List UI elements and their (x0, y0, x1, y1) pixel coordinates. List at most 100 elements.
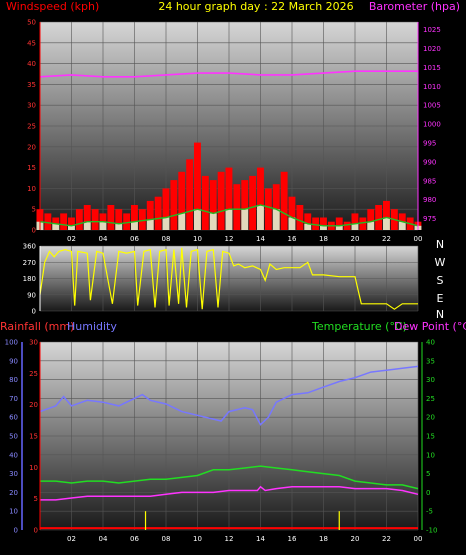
wind-average-bar (146, 200, 154, 230)
temperature-axis-title: Temperature (°C) (311, 320, 407, 333)
barometer-axis-title: Barometer (hpa) (369, 0, 460, 13)
windspeed-tick-label: 5 (32, 206, 36, 214)
humidity-tick-label: 10 (9, 508, 18, 516)
barometer-tick-label: 990 (423, 158, 436, 166)
wind-average-bar (233, 184, 241, 230)
wind-average-bar (107, 205, 115, 230)
wind-low-bar (146, 219, 154, 230)
temperature-line (40, 465, 419, 490)
wind-average-bar (154, 196, 162, 230)
wind-average-bar (60, 213, 68, 230)
temperature-tick-label: 40 (426, 339, 435, 347)
wind-average-bar (178, 171, 186, 230)
x-tick-label: 18 (319, 235, 328, 243)
wind-low-bar (383, 217, 390, 230)
wind-low-bar (241, 209, 249, 230)
windspeed-axis-title: Windspeed (kph) (6, 0, 99, 13)
wind-average-bar (304, 213, 312, 230)
x-tick-label: 14 (256, 235, 265, 243)
wind-low-bar (83, 221, 91, 230)
temperature-tick-label: 5 (426, 470, 430, 478)
wind-average-bar (91, 209, 99, 230)
dew-point-line (40, 485, 419, 501)
wind-average-bar (138, 209, 146, 230)
temperature-tick-label: 0 (426, 489, 430, 497)
direction-tick-label: 270 (23, 259, 36, 267)
barometer-tick-label: 1020 (423, 45, 441, 53)
wind-average-bar (296, 205, 304, 230)
wind-average-bar (217, 171, 225, 230)
x-tick-label: 06 (130, 535, 139, 543)
x-tick-label: 22 (382, 235, 391, 243)
wind-average-bar (170, 180, 178, 230)
wind-low-bar (367, 221, 375, 230)
wind-average-bar (83, 205, 91, 230)
wind-average-bar (194, 142, 201, 230)
barometer-tick-label: 985 (423, 177, 436, 185)
wind-average-bar (312, 217, 320, 230)
wind-direction-line (39, 247, 418, 310)
x-tick-label: 10 (193, 535, 202, 543)
temperature-tick-label: 20 (426, 414, 435, 422)
wind-low-bar (115, 223, 123, 230)
wind-low-bar (288, 217, 296, 230)
wind-average-bar (131, 205, 138, 230)
barometer-tick-label: 975 (423, 215, 436, 223)
wind-low-bar (68, 225, 75, 230)
x-tick-label: 04 (99, 535, 108, 543)
wind-low-bar (194, 209, 201, 230)
wind-average-bar (375, 205, 383, 230)
x-tick-label: 00 (414, 235, 423, 243)
x-tick-label: 12 (225, 535, 234, 543)
wind-low-bar (257, 205, 264, 230)
wind-low-bar (304, 223, 312, 230)
wind-average-bar (201, 175, 209, 230)
barometer-line (39, 70, 418, 78)
x-tick-label: 10 (193, 235, 202, 243)
compass-label: W (435, 256, 446, 269)
humidity-tick-label: 50 (9, 433, 18, 441)
temperature-tick-label: -5 (426, 508, 433, 516)
windspeed-tick-label: 40 (27, 60, 36, 68)
rainfall-tick-label: 10 (29, 464, 38, 472)
x-tick-label: 12 (225, 235, 234, 243)
windspeed-tick-label: 50 (27, 19, 36, 27)
humidity-tick-label: 70 (9, 395, 18, 403)
temperature-tick-label: -10 (426, 527, 437, 535)
windspeed-tick-label: 35 (27, 81, 36, 89)
wind-average-bar (288, 196, 296, 230)
windspeed-tick-label: 0 (32, 227, 36, 235)
wind-low-bar (398, 221, 406, 230)
wind-average-bar (225, 167, 233, 230)
wind-average-bar (44, 213, 52, 230)
wind-average-bar (320, 217, 327, 230)
wind-average-bar (335, 217, 343, 230)
windspeed-tick-label: 25 (27, 123, 36, 131)
humidity-axis-title: Humidity (67, 320, 117, 333)
x-tick-label: 00 (414, 535, 423, 543)
windspeed-tick-label: 10 (27, 185, 36, 193)
rainfall-tick-label: 15 (29, 433, 38, 441)
x-tick-label: 08 (162, 535, 171, 543)
dew-point-axis-title: Dew Point (°C) (394, 320, 466, 333)
wind-average-bar (68, 217, 75, 230)
windspeed-tick-label: 30 (27, 102, 36, 110)
barometer-tick-label: 995 (423, 140, 436, 148)
barometer-tick-label: 1025 (423, 26, 441, 34)
wind-low-bar (209, 213, 217, 230)
rainfall-tick-label: 25 (29, 370, 38, 378)
compass-label: N (436, 238, 444, 251)
wind-average-bar (383, 200, 390, 230)
x-tick-label: 18 (319, 535, 328, 543)
wind-average-bar (257, 167, 264, 230)
humidity-tick-label: 0 (14, 527, 18, 535)
x-tick-label: 02 (67, 235, 76, 243)
wind-low-bar (320, 225, 327, 230)
rainfall-tick-label: 5 (34, 495, 38, 503)
x-tick-label: 14 (256, 535, 265, 543)
wind-gust-line (39, 204, 419, 227)
x-tick-label: 16 (288, 535, 297, 543)
barometer-tick-label: 1010 (423, 83, 441, 91)
wind-low-bar (99, 221, 107, 230)
temperature-tick-label: 25 (426, 395, 435, 403)
